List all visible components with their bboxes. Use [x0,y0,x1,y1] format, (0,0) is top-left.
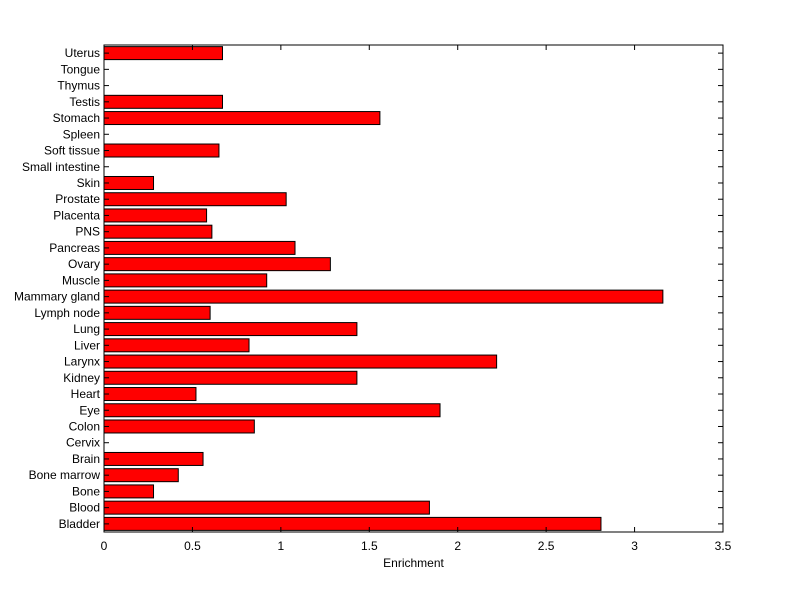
x-tick-label: 1.5 [361,539,378,553]
bar [103,192,287,207]
x-axis-label: Enrichment [383,556,444,570]
x-tick-label: 0 [101,539,108,553]
y-tick-label: Bone [72,484,100,498]
bar [103,94,223,109]
x-tick-label: 1 [278,539,285,553]
bar [103,143,220,158]
x-tick-label: 2 [454,539,461,553]
y-tick-label: Stomach [53,111,100,125]
y-tick-label: Lung [73,322,100,336]
bar [103,46,223,61]
bar [103,516,602,531]
bar [103,419,255,434]
y-tick-label: Lymph node [34,306,100,320]
bar [103,273,268,288]
bar [103,370,358,385]
y-tick-label: Testis [69,95,100,109]
y-tick-label: Muscle [62,273,100,287]
bar [103,403,441,418]
bar [103,484,155,499]
bar [103,224,213,239]
bar [103,338,250,353]
y-tick-label: Tongue [61,62,101,76]
bar [103,240,296,255]
x-tick-label: 0.5 [184,539,201,553]
y-tick-label: Soft tissue [44,144,100,158]
y-tick-label: PNS [75,225,100,239]
bar [103,354,498,369]
bar [103,289,664,304]
bar [103,175,155,190]
y-tick-label: Pancreas [49,241,100,255]
x-tick-label: 3 [631,539,638,553]
y-tick-label: Thymus [57,79,100,93]
y-tick-label: Larynx [64,355,100,369]
y-tick-label: Eye [79,403,100,417]
y-tick-label: Mammary gland [14,290,100,304]
y-tick-label: Skin [77,176,100,190]
bar [103,257,331,272]
bar [103,305,211,320]
plot-frame [103,44,724,533]
y-tick-label: Prostate [55,192,100,206]
bar [103,468,179,483]
ticks-layer: Bladder Blood Bone Bone marrow Brain Cervix Co… [14,45,732,553]
bar [103,451,204,466]
y-tick-label: Brain [72,452,100,466]
y-tick-label: Ovary [68,257,100,271]
bar [103,208,208,223]
bar [103,111,381,126]
y-tick-label: Bone marrow [29,468,101,482]
x-tick-label: 2.5 [538,539,555,553]
bar [103,322,358,337]
y-tick-label: Heart [71,387,101,401]
y-tick-label: Cervix [66,436,100,450]
y-tick-label: Placenta [53,208,100,222]
bar [103,387,197,402]
y-tick-label: Uterus [65,46,100,60]
x-tick-label: 3.5 [715,539,732,553]
y-tick-label: Liver [74,338,100,352]
y-tick-label: Spleen [63,127,100,141]
y-tick-label: Kidney [63,371,100,385]
bar [103,500,430,515]
y-tick-label: Small intestine [22,160,100,174]
y-tick-label: Blood [69,501,100,515]
y-tick-label: Bladder [59,517,100,531]
y-tick-label: Colon [69,419,100,433]
